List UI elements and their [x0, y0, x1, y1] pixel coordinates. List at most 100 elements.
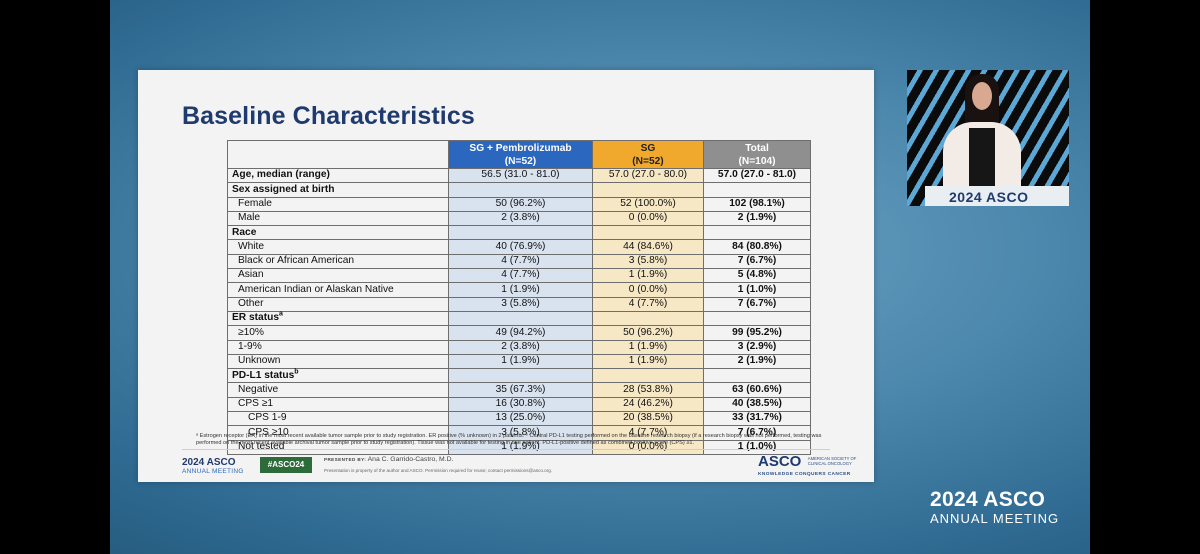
- row-label: Black or African American: [227, 253, 449, 270]
- row-label-text: CPS ≥1: [238, 398, 274, 410]
- table-row: Age, median (range) 56.5 (31.0 - 81.0) 57.…: [227, 167, 811, 184]
- value-total: 99 (95.2%): [703, 325, 811, 341]
- value-sg: 50 (96.2%): [592, 325, 704, 341]
- row-label-text: Negative: [238, 383, 279, 395]
- row-label: Sex assigned at birth: [227, 182, 449, 198]
- table-header-row: SG + Pembrolizumab (N=52) SG (N=52) Tota…: [227, 140, 811, 169]
- row-label-text: ER status: [232, 312, 279, 324]
- row-label: Unknown: [227, 353, 449, 370]
- row-label: Female: [227, 196, 449, 212]
- row-label: ER statusa: [227, 310, 449, 327]
- row-label: Asian: [227, 268, 449, 284]
- row-label: White: [227, 239, 449, 255]
- value-sg: [592, 225, 704, 241]
- row-label-text: Race: [232, 226, 257, 238]
- asco-full-name: AMERICAN SOCIETY OF CLINICAL ONCOLOGY: [807, 455, 857, 466]
- table-row: Male 2 (3.8%) 0 (0.0%) 2 (1.9%): [227, 210, 811, 227]
- header-line1: SG + Pembrolizumab: [469, 142, 572, 154]
- speaker-face: [972, 82, 992, 110]
- value-total: 1 (1.0%): [703, 439, 811, 455]
- podium: [925, 186, 1069, 206]
- value-sg-pembro: 13 (25.0%): [448, 411, 593, 427]
- value-sg: 28 (53.8%): [592, 382, 704, 398]
- table-row: Negative 35 (67.3%) 28 (53.8%) 63 (60.6%): [227, 382, 811, 398]
- row-label: Male: [227, 210, 449, 227]
- value-total: 7 (6.7%): [703, 253, 811, 270]
- presenter-block: PRESENTED BY: Ana C. Garrido-Castro, M.D…: [324, 456, 552, 473]
- header-line2: (N=52): [504, 155, 537, 167]
- podium-logo: 2024 ASCO: [949, 189, 1029, 205]
- value-sg-pembro: 2 (3.8%): [448, 210, 593, 227]
- table-row: Sex assigned at birth: [227, 182, 811, 198]
- presented-by-label: PRESENTED BY:: [324, 457, 367, 462]
- value-sg-pembro: [448, 310, 593, 327]
- row-label-text: Unknown: [238, 355, 281, 367]
- value-sg-pembro: 1 (1.9%): [448, 282, 593, 298]
- asco-tagline: KNOWLEDGE CONQUERS CANCER: [758, 472, 851, 477]
- row-label-text: PD-L1 status: [232, 369, 295, 381]
- value-sg-pembro: 16 (30.8%): [448, 396, 593, 413]
- value-sg: 1 (1.9%): [592, 353, 704, 370]
- row-label: CPS ≥1: [227, 396, 449, 413]
- table-row: PD-L1 statusb: [227, 368, 811, 384]
- footer-divider: [182, 449, 830, 450]
- row-label-text: Other: [238, 298, 264, 310]
- table-row: ≥10% 49 (94.2%) 50 (96.2%) 99 (95.2%): [227, 325, 811, 341]
- value-sg: 52 (100.0%): [592, 196, 704, 212]
- footnote: ᵃ Estrogen receptor (ER) in the most rec…: [196, 433, 822, 446]
- brand-year: 2024 ASCO: [930, 488, 1046, 511]
- value-total: 84 (80.8%): [703, 239, 811, 255]
- table-row: CPS ≥1 16 (30.8%) 24 (46.2%) 40 (38.5%): [227, 396, 811, 413]
- asco-wordmark: ASCO: [758, 453, 802, 471]
- meeting-year: 2024 ASCO: [182, 457, 236, 468]
- value-total: 2 (1.9%): [703, 353, 811, 370]
- row-label-text: Not tested: [238, 441, 285, 453]
- value-total: 3 (2.9%): [703, 339, 811, 355]
- presenter-name: Ana C. Garrido-Castro, M.D.: [367, 456, 454, 463]
- value-sg: 1 (1.9%): [592, 339, 704, 355]
- value-sg: [592, 182, 704, 198]
- row-label: 1-9%: [227, 339, 449, 355]
- value-total: [703, 368, 811, 384]
- value-sg: 0 (0.0%): [592, 439, 704, 455]
- value-total: 2 (1.9%): [703, 210, 811, 227]
- header-line1: SG: [640, 142, 656, 154]
- value-sg: [592, 368, 704, 384]
- row-label: Negative: [227, 382, 449, 398]
- value-sg: 24 (46.2%): [592, 396, 704, 413]
- broadcast-brand: 2024 ASCO ANNUAL MEETING: [930, 488, 1059, 526]
- row-label: ≥10%: [227, 325, 449, 341]
- header-line2: (N=52): [632, 155, 664, 167]
- value-sg: 44 (84.6%): [592, 239, 704, 255]
- value-sg: 0 (0.0%): [592, 210, 704, 227]
- slide-title: Baseline Characteristics: [182, 102, 475, 130]
- value-sg: 1 (1.9%): [592, 268, 704, 284]
- header-total: Total (N=104): [703, 140, 811, 169]
- value-sg-pembro: 3 (5.8%): [448, 296, 593, 312]
- footnote-marker: a: [279, 310, 283, 318]
- value-sg-pembro: 1 (1.9%): [448, 353, 593, 370]
- value-total: [703, 182, 811, 198]
- value-total: 40 (38.5%): [703, 396, 811, 413]
- row-label: Other: [227, 296, 449, 312]
- table-row: Black or African American 4 (7.7%) 3 (5.8%…: [227, 253, 811, 270]
- meeting-logo: 2024 ASCO ANNUAL MEETING: [182, 457, 252, 475]
- header-blank: [227, 140, 449, 169]
- table-row: White 40 (76.9%) 44 (84.6%) 84 (80.8%): [227, 239, 811, 255]
- value-sg-pembro: 4 (7.7%): [448, 253, 593, 270]
- table-row: Race: [227, 225, 811, 241]
- value-sg-pembro: 56.5 (31.0 - 81.0): [448, 167, 593, 184]
- row-label-text: Female: [238, 197, 272, 209]
- value-sg: 57.0 (27.0 - 80.0): [592, 167, 704, 184]
- value-sg-pembro: 3 (5.8%): [448, 425, 593, 441]
- row-label-text: Age, median (range): [232, 169, 330, 181]
- row-label: Not tested: [227, 439, 449, 455]
- table-row: Other 3 (5.8%) 4 (7.7%) 7 (6.7%): [227, 296, 811, 312]
- value-sg-pembro: 49 (94.2%): [448, 325, 593, 341]
- footnote-marker: b: [294, 368, 299, 376]
- row-label-text: White: [238, 240, 265, 252]
- table-row: Unknown 1 (1.9%) 1 (1.9%) 2 (1.9%): [227, 353, 811, 370]
- value-sg: 3 (5.8%): [592, 253, 704, 270]
- row-label: Race: [227, 225, 449, 241]
- value-sg-pembro: 2 (3.8%): [448, 339, 593, 355]
